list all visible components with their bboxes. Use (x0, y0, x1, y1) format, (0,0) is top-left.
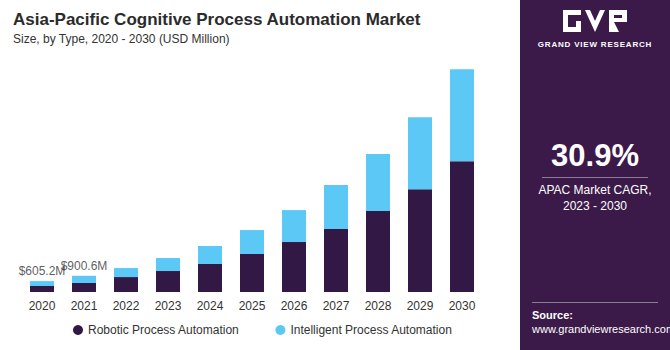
html-text:30.9%: 30.9% (551, 138, 639, 173)
svg-text:2023: 2023 (155, 299, 182, 313)
svg-text:Asia-Pacific Cognitive Process: Asia-Pacific Cognitive Process Automatio… (13, 10, 421, 29)
svg-text:Intelligent Process Automation: Intelligent Process Automation (290, 323, 451, 337)
svg-text:2020: 2020 (29, 299, 56, 313)
svg-text:Size, by Type, 2020 - 2030 (US: Size, by Type, 2020 - 2030 (USD Million) (13, 32, 230, 46)
svg-text:2030: 2030 (449, 299, 476, 313)
svg-text:2025: 2025 (239, 299, 266, 313)
svg-text:2026: 2026 (281, 299, 308, 313)
svg-text:2029: 2029 (407, 299, 434, 313)
svg-text:Robotic Process Automation: Robotic Process Automation (88, 323, 239, 337)
svg-text:$900.6M: $900.6M (61, 259, 108, 273)
svg-text:2022: 2022 (113, 299, 140, 313)
html-text:Source:: Source: (532, 309, 573, 321)
html-text:APAC Market CAGR,: APAC Market CAGR, (538, 183, 652, 197)
svg-text:2021: 2021 (71, 299, 98, 313)
svg-text:2027: 2027 (323, 299, 350, 313)
html-text:GRAND VIEW RESEARCH: GRAND VIEW RESEARCH (537, 40, 653, 49)
html-text:2023 - 2030: 2023 - 2030 (563, 199, 627, 213)
svg-text:$605.2M: $605.2M (19, 264, 66, 278)
svg-text:2024: 2024 (197, 299, 224, 313)
svg-text:2028: 2028 (365, 299, 392, 313)
